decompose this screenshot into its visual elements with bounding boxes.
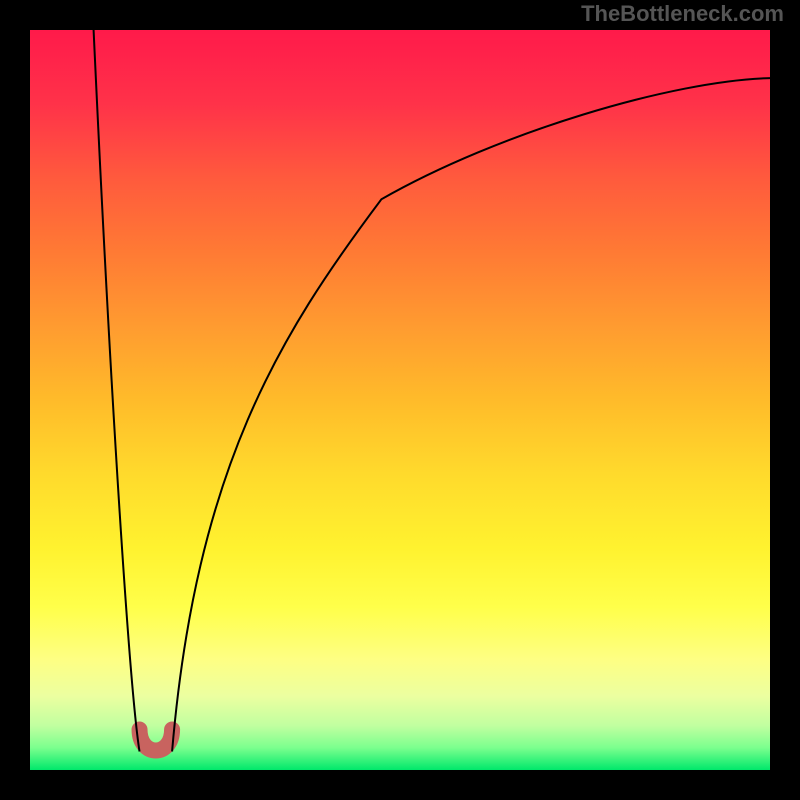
watermark-text: TheBottleneck.com [581, 1, 784, 27]
curve-svg [30, 30, 770, 770]
plot-area [30, 30, 770, 770]
chart-container: TheBottleneck.com [0, 0, 800, 800]
